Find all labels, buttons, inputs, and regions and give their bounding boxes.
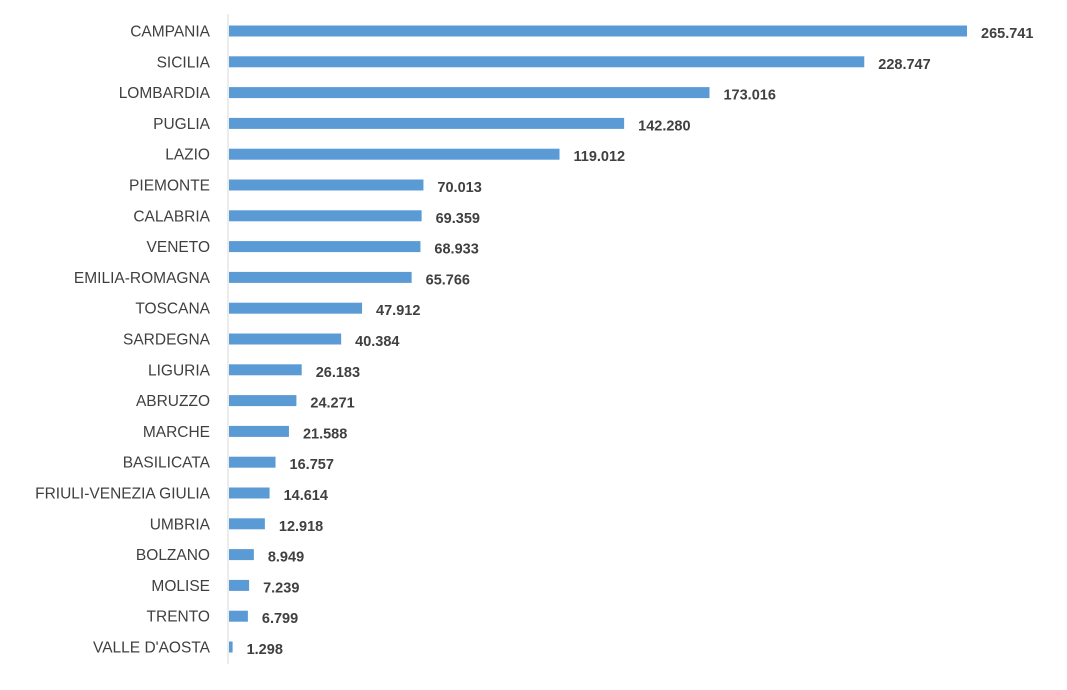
bar [229,56,865,68]
value-label: 142.280 [638,118,690,134]
bar [229,117,625,129]
category-label: MOLISE [151,578,210,595]
value-label: 40.384 [355,334,399,350]
value-label: 12.918 [279,519,323,535]
category-label: ABRUZZO [136,393,210,410]
bar [229,364,302,376]
value-label: 7.239 [263,580,299,596]
bar [229,148,560,160]
category-label: TOSCANA [135,301,210,318]
bar [229,579,250,591]
value-label: 6.799 [262,611,298,627]
bar [229,241,421,253]
bar [229,395,297,407]
bar [229,271,412,283]
value-label: 24.271 [310,396,354,412]
bar [229,456,276,468]
category-label: PUGLIA [153,116,211,133]
value-label: 47.912 [376,303,420,319]
value-label: 8.949 [268,550,304,566]
category-label: UMBRIA [150,516,211,533]
value-label: 16.757 [290,457,334,473]
bar [229,487,270,499]
category-label: PIEMONTE [129,178,210,195]
value-label: 65.766 [426,272,470,288]
bar [229,179,424,191]
value-label: 173.016 [723,88,775,104]
value-labels-group: 265.741 228.747 173.016 142.280 119.012 70.01… [247,26,1034,658]
category-labels-group: CAMPANIA SICILIA LOMBARDIA PUGLIA LAZIO PIEMO… [35,24,211,657]
category-label: FRIULI-VENEZIA GIULIA [35,486,211,503]
category-label: SARDEGNA [123,332,211,349]
bar [229,302,363,314]
value-label: 119.012 [574,149,626,165]
value-label: 265.741 [981,26,1033,42]
category-label: BOLZANO [136,547,210,564]
bar [229,610,248,622]
category-label: MARCHE [143,424,210,441]
category-label: SICILIA [157,54,211,71]
value-label: 70.013 [437,180,481,196]
bar [229,87,710,99]
category-label: LIGURIA [148,362,211,379]
bar [229,549,254,561]
bars-group [229,25,967,653]
category-label: CAMPANIA [130,24,210,41]
category-label: LOMBARDIA [119,85,211,102]
value-label: 69.359 [436,211,480,227]
value-label: 26.183 [316,365,360,381]
category-label: BASILICATA [123,455,211,472]
category-label: VENETO [147,239,210,256]
bar [229,641,233,653]
bar [229,425,289,437]
category-label: CALABRIA [133,208,210,225]
value-label: 1.298 [247,642,283,658]
bar [229,210,422,222]
value-label: 14.614 [284,488,328,504]
category-label: EMILIA-ROMAGNA [74,270,211,287]
value-label: 228.747 [878,57,930,73]
bar [229,518,265,530]
value-label: 21.588 [303,426,347,442]
category-label: TRENTO [147,609,210,626]
value-label: 68.933 [434,242,478,258]
category-label: LAZIO [165,147,210,164]
bar [229,25,967,37]
bar [229,333,342,345]
category-label: VALLE D'AOSTA [93,640,211,657]
